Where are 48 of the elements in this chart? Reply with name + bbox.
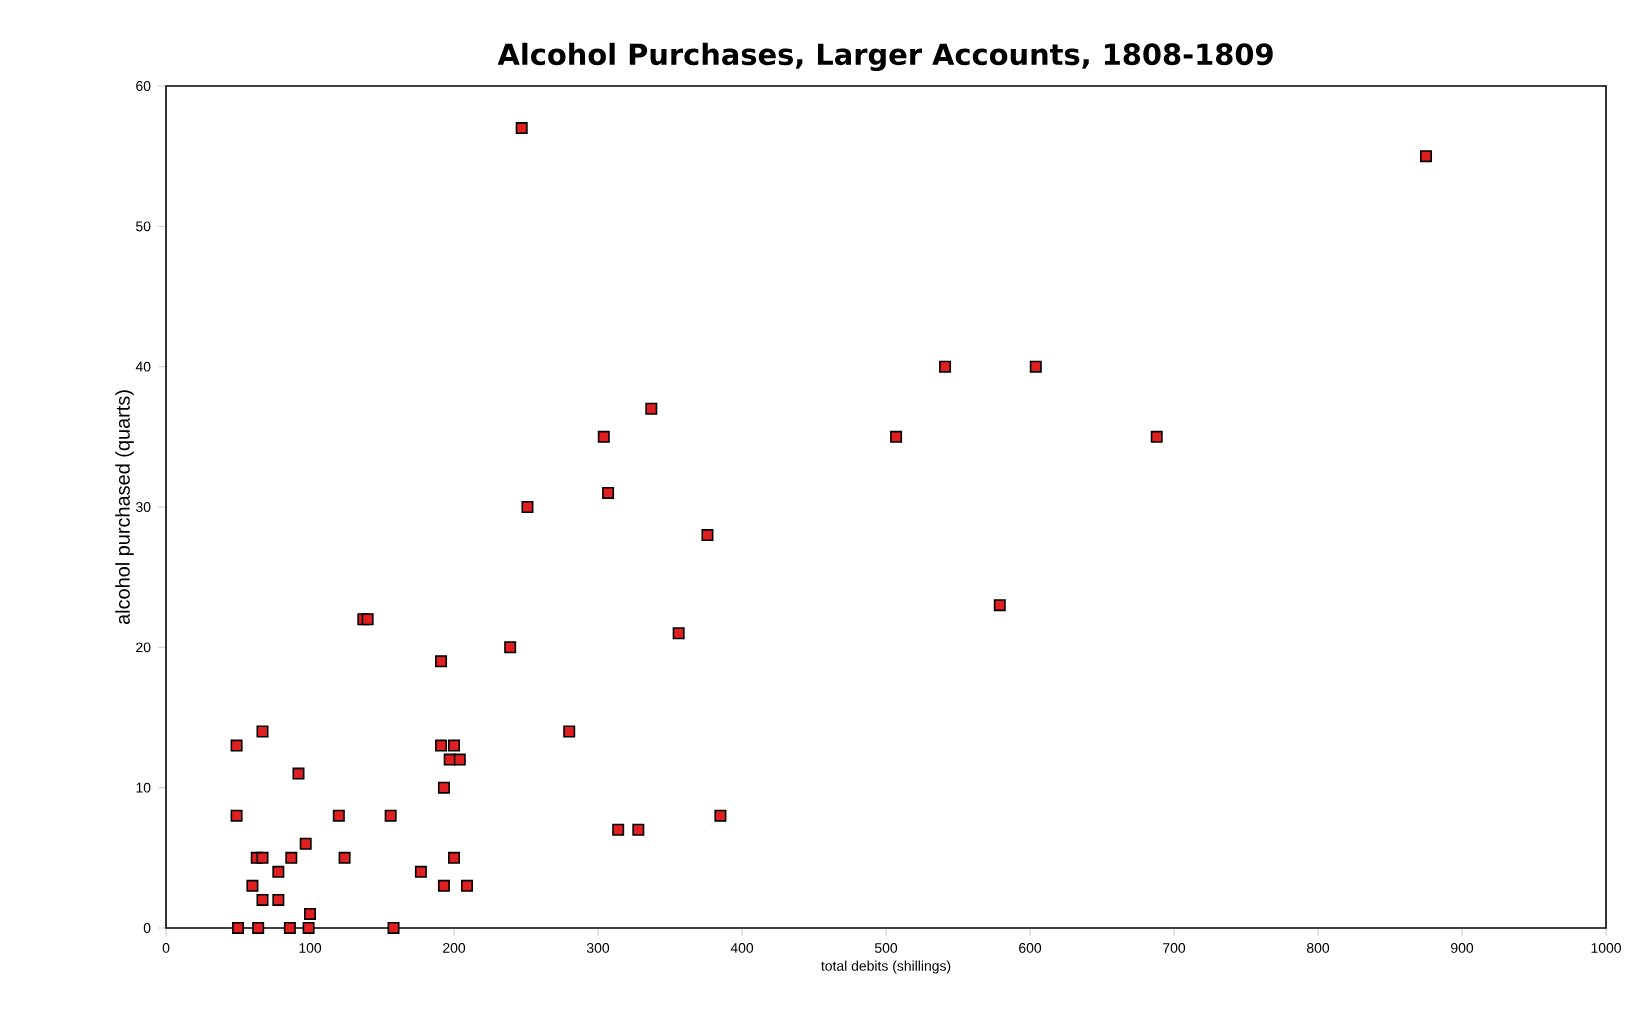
point: [414, 865, 427, 878]
point: [246, 879, 259, 892]
point: [460, 879, 473, 892]
point: [435, 739, 448, 752]
point: [448, 851, 461, 864]
point: [230, 809, 243, 822]
point: [252, 921, 265, 934]
point: [292, 767, 305, 780]
point: [302, 921, 315, 934]
point: [515, 122, 528, 135]
point: [714, 809, 727, 822]
point: [521, 500, 534, 513]
chart-title: Alcohol Purchases, Larger Accounts, 1808-1809: [497, 42, 1273, 71]
point: [504, 641, 517, 654]
y-axis-title: alcohol purchased (quarts): [115, 390, 134, 625]
point: [384, 809, 397, 822]
point: [612, 823, 625, 836]
point: [437, 781, 450, 794]
point: [632, 823, 645, 836]
point: [272, 893, 285, 906]
point: [304, 907, 317, 920]
point: [890, 430, 903, 443]
point: [597, 430, 610, 443]
point: [437, 879, 450, 892]
point: [256, 851, 269, 864]
point: [1150, 430, 1163, 443]
point: [232, 921, 245, 934]
point: [1029, 360, 1042, 373]
point: [387, 921, 400, 934]
point: [285, 851, 298, 864]
point: [272, 865, 285, 878]
point: [563, 725, 576, 738]
point: [602, 486, 615, 499]
point: [283, 921, 296, 934]
point: [939, 360, 952, 373]
point: [645, 402, 658, 415]
point: [672, 627, 685, 640]
point: [448, 739, 461, 752]
point: [993, 599, 1006, 612]
point: [332, 809, 345, 822]
point: [1420, 150, 1433, 163]
point: [453, 753, 466, 766]
point: [435, 655, 448, 668]
point: [701, 529, 714, 542]
point: [256, 893, 269, 906]
point: [299, 837, 312, 850]
point: [230, 739, 243, 752]
point: [338, 851, 351, 864]
